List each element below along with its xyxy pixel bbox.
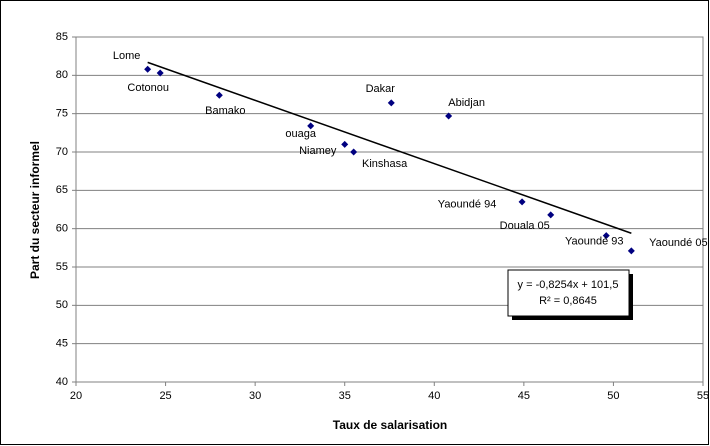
y-tick-label: 75 [56,108,68,120]
y-tick-label: 70 [56,146,68,158]
y-tick-label: 65 [56,184,68,196]
x-axis-title: Taux de salarisation [333,418,448,432]
point-label: ouaga [285,128,316,140]
y-tick-label: 40 [56,376,68,388]
point [445,112,453,120]
x-tick-label: 25 [159,390,171,402]
trendline [147,61,632,234]
point [547,211,555,219]
x-tick-label: 20 [70,390,82,402]
x-tick-label: 45 [518,390,530,402]
x-tick-label: 40 [428,390,440,402]
point-label: Kinshasa [362,158,408,170]
y-tick-label: 55 [56,261,68,273]
x-tick-label: 50 [607,390,619,402]
point [627,247,635,255]
point [156,69,164,77]
x-tick-label: 55 [697,390,709,402]
point-label: Cotonou [127,82,169,94]
r-squared: R² = 0,8645 [539,295,597,307]
y-tick-label: 85 [56,31,68,43]
point-label: Dakar [366,83,396,95]
point-label: Yaoundé 93 [565,235,624,247]
y-axis-title: Part du secteur informel [28,141,42,279]
y-tick-label: 45 [56,338,68,350]
point [387,99,395,107]
plot-area [75,36,704,383]
equation: y = -0,8254x + 101,5 [518,279,619,291]
y-tick-label: 80 [56,69,68,81]
point-label: Bamako [205,105,245,117]
point-label: Niamey [299,145,337,157]
x-tick-label: 30 [249,390,261,402]
y-tick-label: 60 [56,223,68,235]
point-label: Douala 05 [500,220,550,232]
point [215,91,223,99]
point [602,232,610,240]
point-label: Yaoundé 94 [438,199,497,211]
x-tick-label: 35 [339,390,351,402]
point [144,65,152,73]
point-label: Lome [113,50,141,62]
point [341,140,349,148]
point [350,148,358,156]
point-label: Abidjan [448,97,485,109]
point [518,198,526,206]
point [307,122,315,130]
equation-box [507,269,630,317]
y-tick-label: 50 [56,299,68,311]
point-label: Yaoundé 05 [649,237,708,249]
